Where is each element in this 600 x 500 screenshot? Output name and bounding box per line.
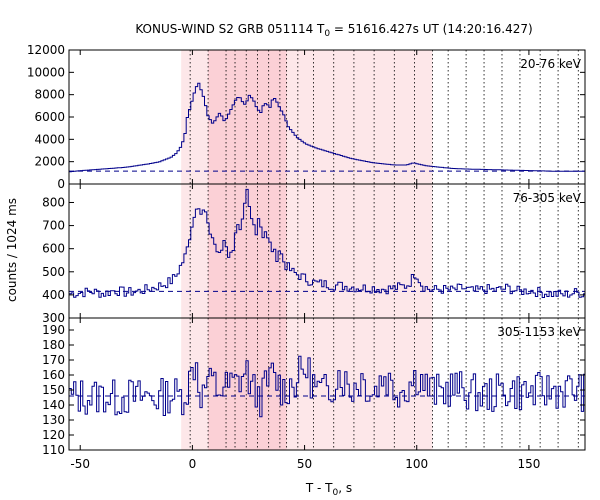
y-tick-label: 500 xyxy=(42,265,65,279)
y-tick-label: 400 xyxy=(42,288,65,302)
energy-band-label: 305-1153 keV xyxy=(497,325,581,339)
shade-dark-interval xyxy=(208,50,287,450)
x-tick-label: 0 xyxy=(189,457,197,471)
y-tick-label: 140 xyxy=(42,398,65,412)
x-tick-label: 50 xyxy=(297,457,312,471)
y-tick-label: 110 xyxy=(42,443,65,457)
x-tick-label: 150 xyxy=(517,457,540,471)
panel-2: 300 400 500 600 700 800 76-305 keV xyxy=(42,183,586,325)
y-tick-label: 300 xyxy=(42,311,65,325)
y-tick-label: 2000 xyxy=(34,155,65,169)
chart-title-sub: 0 xyxy=(324,29,330,39)
panel-frame xyxy=(68,317,586,451)
y-tick-label: 190 xyxy=(42,323,65,337)
x-axis-label-main: T - T xyxy=(305,481,333,495)
x-axis-label-sub: 0 xyxy=(333,488,339,498)
x-axis-label: T - T0, s xyxy=(305,481,352,498)
y-tick-label: 160 xyxy=(42,368,65,382)
chart-title-main: KONUS-WIND S2 GRB 051114 T xyxy=(135,22,325,36)
x-tick-label: -50 xyxy=(70,457,90,471)
energy-band-label: 20-76 keV xyxy=(520,57,582,71)
y-tick-label: 800 xyxy=(42,195,65,209)
energy-band-label: 76-305 keV xyxy=(513,191,582,205)
y-tick-label: 180 xyxy=(42,338,65,352)
y-tick-label: 600 xyxy=(42,242,65,256)
y-tick-label: 12000 xyxy=(27,43,65,57)
y-tick-label: 10000 xyxy=(27,65,65,79)
y-tick-label: 0 xyxy=(57,177,65,191)
y-tick-label: 6000 xyxy=(34,110,65,124)
y-tick-label: 8000 xyxy=(34,88,65,102)
lightcurve-series xyxy=(69,355,585,418)
y-axis-label: counts / 1024 ms xyxy=(5,198,19,302)
y-tick-label: 130 xyxy=(42,413,65,427)
y-tick-label: 170 xyxy=(42,353,65,367)
x-axis-label-rest: , s xyxy=(338,481,352,495)
y-tick-label: 150 xyxy=(42,383,65,397)
lightcurve-series xyxy=(69,82,585,173)
lightcurve-series xyxy=(69,188,585,298)
y-tick-label: 700 xyxy=(42,219,65,233)
chart-title-rest: = 51616.427s UT (14:20:16.427) xyxy=(330,22,533,36)
y-tick-label: 4000 xyxy=(34,132,65,146)
y-tick-label: 120 xyxy=(42,428,65,442)
x-tick-label: 100 xyxy=(405,457,428,471)
chart-title: KONUS-WIND S2 GRB 051114 T0 = 51616.427s… xyxy=(135,22,532,39)
